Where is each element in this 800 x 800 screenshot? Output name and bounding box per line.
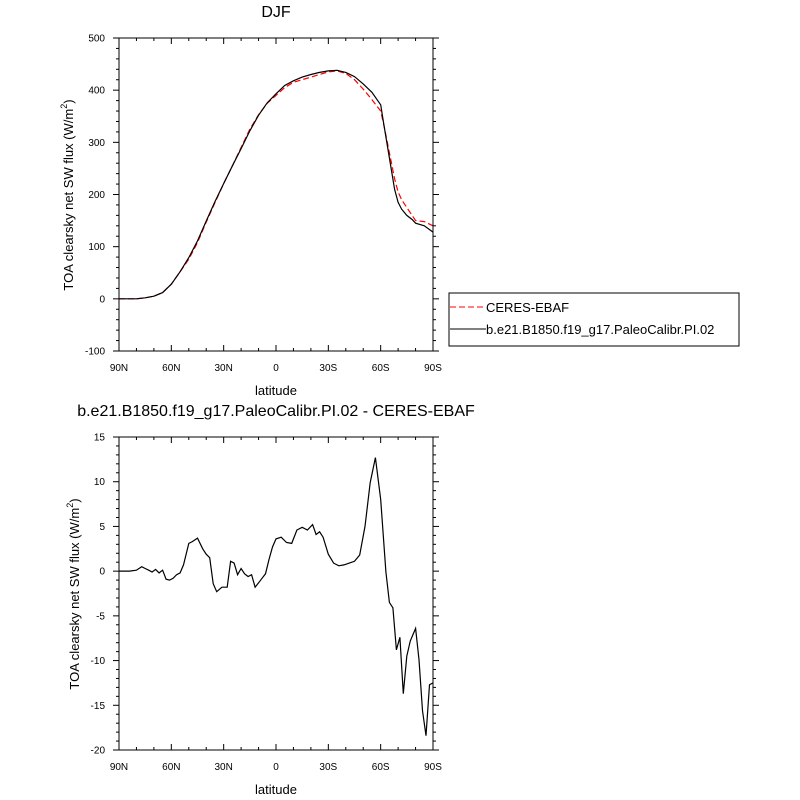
top-panel: DJF 90N 60N 30N 0 30S 60S 90S -100 0 100 200 300 400… <box>59 4 740 398</box>
x-tick-label: 60S <box>372 363 390 374</box>
y-tick-label: -10 <box>91 656 106 667</box>
x-tick-label: 90N <box>110 762 128 773</box>
legend-model-label: b.e21.B1850.f19_g17.PaleoCalibr.PI.02 <box>486 322 714 337</box>
y-tick-label: 300 <box>88 138 105 149</box>
bottom-y-axis-label: TOA clearsky net SW flux (W/m2) <box>65 498 82 689</box>
y-tick-label: 10 <box>94 477 106 488</box>
top-chart-title: DJF <box>261 4 291 21</box>
x-tick-label: 60N <box>162 363 180 374</box>
bottom-y-axis-label-main: TOA clearsky net SW flux (W/m <box>67 508 82 690</box>
y-tick-label: 15 <box>94 433 106 444</box>
x-tick-label: 30N <box>214 363 232 374</box>
legend-ceres-label: CERES-EBAF <box>486 300 569 315</box>
y-tick-label: -100 <box>85 347 105 358</box>
x-tick-label: 30N <box>214 762 232 773</box>
x-tick-label: 60S <box>372 762 390 773</box>
legend: CERES-EBAF b.e21.B1850.f19_g17.PaleoCali… <box>448 292 740 347</box>
x-tick-label: 30S <box>319 363 337 374</box>
y-tick-label: 0 <box>99 567 105 578</box>
y-tick-label: -20 <box>91 746 106 757</box>
x-tick-label: 0 <box>273 363 279 374</box>
bottom-series-group <box>119 457 434 736</box>
y-tick-label: 200 <box>88 190 105 201</box>
top-x-axis-label: latitude <box>255 383 297 398</box>
x-tick-label: 60N <box>162 762 180 773</box>
bottom-y-axis-label-sup: 2 <box>65 503 75 508</box>
x-tick-label: 90S <box>424 363 442 374</box>
bottom-panel: b.e21.B1850.f19_g17.PaleoCalibr.PI.02 - … <box>65 403 475 797</box>
series-line-0-1 <box>119 69 434 300</box>
y-tick-label: 100 <box>88 242 105 253</box>
bottom-chart-title: b.e21.B1850.f19_g17.PaleoCalibr.PI.02 - … <box>77 403 475 420</box>
top-plot-frame <box>118 37 434 352</box>
y-tick-label: 5 <box>99 522 105 533</box>
y-tick-label: 400 <box>88 86 105 97</box>
y-tick-label: 500 <box>88 34 105 45</box>
x-tick-label: 30S <box>319 762 337 773</box>
top-axes: 90N 60N 30N 0 30S 60S 90S -100 0 100 200 300 400 500 <box>85 34 442 375</box>
top-y-axis-label-close: ) <box>61 99 76 103</box>
bottom-x-axis-label: latitude <box>255 782 297 797</box>
top-y-axis-label-main: TOA clearsky net SW flux (W/m <box>61 109 76 291</box>
y-tick-label: -5 <box>96 611 105 622</box>
top-y-axis-label-sup: 2 <box>59 104 69 109</box>
x-tick-label: 90S <box>424 762 442 773</box>
legend-box <box>448 292 740 347</box>
y-tick-label: -15 <box>91 701 106 712</box>
top-y-axis-label: TOA clearsky net SW flux (W/m2) <box>59 99 76 290</box>
x-tick-label: 90N <box>110 363 128 374</box>
bottom-plot-frame <box>118 436 434 751</box>
series-line-1-0 <box>119 457 434 736</box>
bottom-axes: 90N 60N 30N 0 30S 60S 90S -20 -15 -10 -5 0 5 10 15 <box>91 433 443 774</box>
series-line-0-0 <box>119 70 434 300</box>
y-tick-label: 0 <box>99 294 105 305</box>
x-tick-label: 0 <box>273 762 279 773</box>
bottom-y-axis-label-close: ) <box>67 498 82 502</box>
top-series-group <box>119 69 434 300</box>
